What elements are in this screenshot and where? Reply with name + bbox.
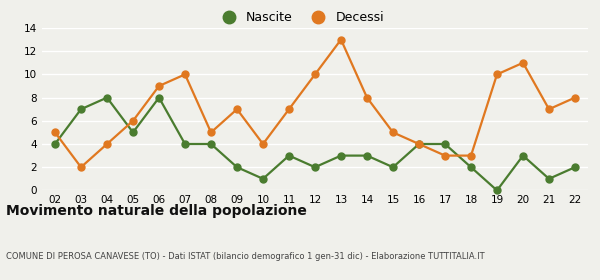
Text: COMUNE DI PEROSA CANAVESE (TO) - Dati ISTAT (bilancio demografico 1 gen-31 dic) : COMUNE DI PEROSA CANAVESE (TO) - Dati IS… [6, 252, 485, 261]
Text: Movimento naturale della popolazione: Movimento naturale della popolazione [6, 204, 307, 218]
Legend: Nascite, Decessi: Nascite, Decessi [211, 6, 389, 29]
